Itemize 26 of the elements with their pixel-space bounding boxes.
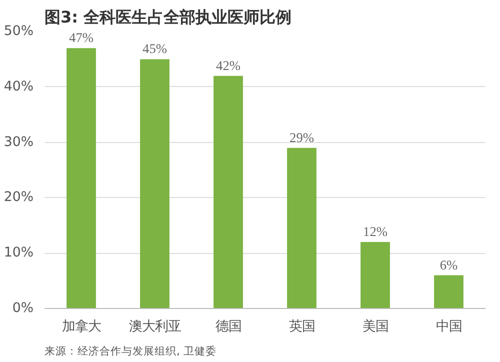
- data-label: 6%: [440, 257, 458, 272]
- data-label: 47%: [69, 30, 94, 46]
- bar: [360, 242, 390, 308]
- y-tick-label: 0%: [12, 301, 34, 316]
- bar: [434, 275, 464, 308]
- x-tick-label: 中国: [436, 320, 462, 334]
- data-label: 42%: [216, 58, 240, 73]
- x-tick-label: 德国: [215, 320, 242, 334]
- bar: [287, 148, 316, 308]
- chart-title: 图3: 全科医生占全部执业医师比例: [44, 8, 292, 26]
- y-tick-label: 30%: [4, 134, 34, 150]
- data-label: 29%: [290, 130, 314, 145]
- x-tick-label: 加拿大: [62, 320, 101, 334]
- bar: [214, 76, 243, 308]
- bar: [140, 59, 170, 308]
- y-tick-label: 10%: [4, 246, 34, 261]
- bar: [66, 48, 96, 308]
- x-tick-label: 澳大利亚: [128, 320, 181, 334]
- data-label: 45%: [142, 41, 167, 56]
- y-tick-label: 40%: [4, 79, 34, 94]
- data-label: 12%: [363, 224, 388, 240]
- x-tick-label: 英国: [288, 320, 315, 334]
- source-note: 来源：经济合作与发展组织, 卫健委: [44, 344, 216, 358]
- y-tick-label: 50%: [4, 24, 34, 39]
- x-tick-label: 美国: [362, 318, 388, 334]
- y-tick-label: 20%: [4, 190, 34, 206]
